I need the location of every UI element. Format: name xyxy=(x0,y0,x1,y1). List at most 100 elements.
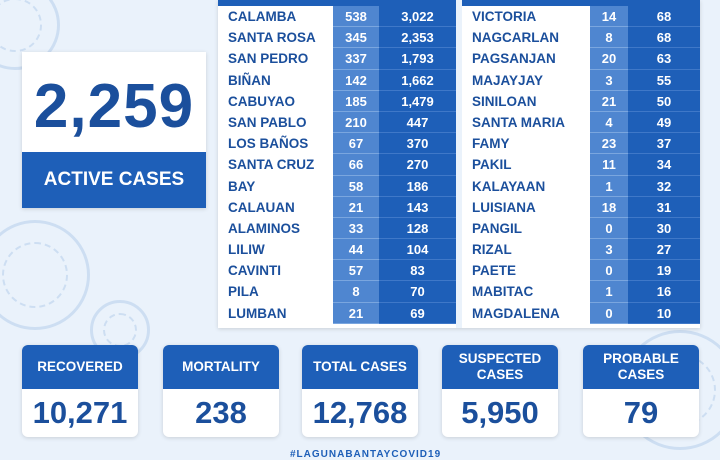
municipality-name: RIZAL xyxy=(472,242,512,258)
municipality-name: SAN PEDRO xyxy=(228,51,309,67)
active-count: 58 xyxy=(333,175,379,197)
active-count: 66 xyxy=(333,154,379,176)
municipality-name: CABUYAO xyxy=(228,93,296,109)
table-row: LUISIANA 18 31 xyxy=(462,196,700,218)
municipality-name: BAY xyxy=(228,178,256,194)
active-count: 57 xyxy=(333,260,379,282)
total-count: 10 xyxy=(628,302,700,324)
municipality-name: MABITAC xyxy=(472,284,534,300)
municipality-name: PAGSANJAN xyxy=(472,51,556,67)
municipality-name: LILIW xyxy=(228,242,265,258)
active-cases-label: ACTIVE CASES xyxy=(22,152,206,208)
active-cases-number: 2,259 xyxy=(33,72,195,141)
table-column-right: VICTORIA 14 68 NAGCARLAN 8 68 PAGSANJAN 20 63 MAJ… xyxy=(462,6,700,324)
total-count: 186 xyxy=(379,175,456,197)
active-count: 142 xyxy=(333,69,379,91)
municipality-name: MAGDALENA xyxy=(472,305,560,321)
active-count: 33 xyxy=(333,217,379,240)
total-count: 2,353 xyxy=(379,27,456,49)
table-row: SANTA ROSA 345 2,353 xyxy=(218,27,456,49)
active-count: 21 xyxy=(333,302,379,324)
municipality-name: SAN PABLO xyxy=(228,114,307,130)
table-row: SANTA MARIA 4 49 xyxy=(462,111,700,134)
suspected-cases-label: SUSPECTED CASES xyxy=(442,345,558,389)
table-row: LUMBAN 21 69 xyxy=(218,302,456,324)
total-count: 447 xyxy=(379,111,456,134)
total-count: 69 xyxy=(379,302,456,324)
total-count: 128 xyxy=(379,217,456,240)
active-count: 11 xyxy=(590,154,628,176)
table-row: BAY 58 186 xyxy=(218,175,456,197)
municipality-name: LOS BAÑOS xyxy=(228,136,309,152)
table-row: SAN PEDRO 337 1,793 xyxy=(218,48,456,70)
total-count: 1,479 xyxy=(379,90,456,112)
municipality-name: CALAUAN xyxy=(228,199,295,215)
total-count: 31 xyxy=(628,196,700,218)
total-cases-value: 12,768 xyxy=(312,395,408,430)
table-row: PAGSANJAN 20 63 xyxy=(462,48,700,70)
active-count: 14 xyxy=(590,6,628,28)
total-count: 3,022 xyxy=(379,6,456,28)
active-count: 0 xyxy=(590,217,628,240)
table-row: SANTA CRUZ 66 270 xyxy=(218,154,456,176)
hashtag-text: #LAGUNABANTAYCOVID19 xyxy=(290,449,442,460)
municipality-name: PAKIL xyxy=(472,157,512,173)
table-row: CALAMBA 538 3,022 xyxy=(218,6,456,28)
active-count: 345 xyxy=(333,27,379,49)
active-count: 8 xyxy=(333,281,379,303)
municipality-name: SANTA CRUZ xyxy=(228,157,315,173)
active-count: 538 xyxy=(333,6,379,28)
total-cases-label: TOTAL CASES xyxy=(302,345,418,389)
total-count: 70 xyxy=(379,281,456,303)
table-row: LILIW 44 104 xyxy=(218,239,456,261)
total-count: 68 xyxy=(628,6,700,28)
active-count: 1 xyxy=(590,281,628,303)
table-row: SINILOAN 21 50 xyxy=(462,90,700,112)
recovered-label: RECOVERED xyxy=(22,345,138,389)
total-count: 16 xyxy=(628,281,700,303)
total-count: 68 xyxy=(628,27,700,49)
municipality-name: SANTA ROSA xyxy=(228,30,316,46)
active-count: 0 xyxy=(590,260,628,282)
total-count: 32 xyxy=(628,175,700,197)
total-count: 83 xyxy=(379,260,456,282)
active-count: 4 xyxy=(590,111,628,134)
table-row: BIÑAN 142 1,662 xyxy=(218,69,456,91)
suspected-cases-value: 5,950 xyxy=(461,395,539,430)
total-count: 19 xyxy=(628,260,700,282)
total-count: 370 xyxy=(379,133,456,155)
total-count: 270 xyxy=(379,154,456,176)
total-count: 37 xyxy=(628,133,700,155)
total-count: 1,662 xyxy=(379,69,456,91)
active-count: 8 xyxy=(590,27,628,49)
table-row: CAVINTI 57 83 xyxy=(218,260,456,282)
municipality-name: FAMY xyxy=(472,136,510,152)
municipality-name: VICTORIA xyxy=(472,9,537,24)
municipality-name: ALAMINOS xyxy=(228,220,300,236)
total-count: 55 xyxy=(628,69,700,91)
table-row: PANGIL 0 30 xyxy=(462,217,700,240)
table-row: NAGCARLAN 8 68 xyxy=(462,27,700,49)
municipality-name: SANTA MARIA xyxy=(472,114,565,130)
virus-decoration-icon xyxy=(0,220,90,330)
municipality-name: LUISIANA xyxy=(472,199,536,215)
municipality-name: KALAYAAN xyxy=(472,178,546,194)
total-count: 143 xyxy=(379,196,456,218)
recovered-card: RECOVERED 10,271 xyxy=(22,345,138,437)
municipality-name: NAGCARLAN xyxy=(472,30,559,46)
total-count: 30 xyxy=(628,217,700,240)
municipality-name: CALAMBA xyxy=(228,9,297,24)
total-count: 63 xyxy=(628,48,700,70)
municipality-name: CAVINTI xyxy=(228,263,281,279)
table-row: ALAMINOS 33 128 xyxy=(218,217,456,240)
active-count: 23 xyxy=(590,133,628,155)
active-count: 0 xyxy=(590,302,628,324)
active-count: 3 xyxy=(590,69,628,91)
active-count: 67 xyxy=(333,133,379,155)
table-row: MAJAYJAY 3 55 xyxy=(462,69,700,91)
active-cases-card: 2,259 ACTIVE CASES xyxy=(22,52,206,208)
total-count: 34 xyxy=(628,154,700,176)
table-row: LOS BAÑOS 67 370 xyxy=(218,133,456,155)
recovered-value: 10,271 xyxy=(32,395,128,430)
total-cases-card: TOTAL CASES 12,768 xyxy=(302,345,418,437)
